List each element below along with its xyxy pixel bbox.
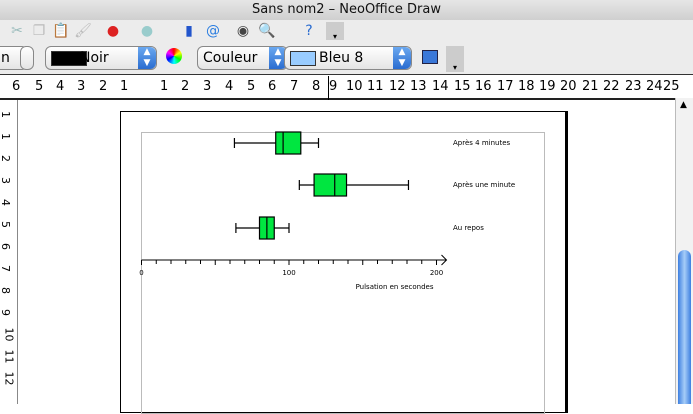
ruler-label: 1 (160, 79, 169, 94)
ruler-label: 2 (99, 79, 108, 94)
paste-icon[interactable]: 📋 (52, 23, 70, 39)
x-axis-arrow (441, 254, 448, 266)
ruler-label: 8 (312, 79, 321, 94)
ruler-label: 11 (367, 79, 384, 94)
area-color-select[interactable]: Bleu 8 ▲ ▼ (284, 46, 412, 70)
scrollbar-thumb[interactable] (678, 250, 691, 404)
ruler-label: 6 (268, 79, 277, 94)
ruler-label: 19 (539, 79, 556, 94)
category-label: Après une minute (453, 181, 515, 189)
chevron-updown-icon: ▲ ▼ (393, 47, 411, 69)
ruler-label: 6 (12, 79, 21, 94)
toolbar-overflow-icon[interactable]: ▾ (446, 46, 464, 72)
redo-icon[interactable]: ● (140, 23, 154, 39)
toolbar-overflow-icon[interactable]: ▾ (326, 22, 344, 41)
chevron-updown-icon: ▲ ▼ (269, 47, 287, 69)
page (120, 111, 568, 413)
ruler-label: 1 (120, 79, 129, 94)
window-title: Sans nom2 – NeoOffice Draw (0, 0, 693, 20)
category-label: Au repos (453, 224, 484, 232)
color-swatch (290, 51, 316, 66)
horizontal-ruler[interactable]: 6 5 4 3 2 1 1 2 3 4 5 6 7 8 9 10 11 12 13 14 15 16 17 18 19 20 21 2… (0, 76, 680, 100)
email-icon[interactable]: @ (206, 23, 220, 39)
line-color-select[interactable]: Noir ▲ ▼ (45, 46, 157, 70)
boxplot-chart: 0 100 200 Pulsation en secondes Après 4 minu… (139, 131, 515, 291)
ruler-label: 20 (560, 79, 577, 94)
line-width-stepper[interactable] (20, 46, 34, 70)
ruler-label: 13 (410, 79, 427, 94)
shadow-icon[interactable] (422, 50, 438, 64)
select-value: Bleu 8 (319, 50, 364, 66)
vertical-ruler[interactable]: 1 1 2 3 4 5 6 7 8 9 10 11 12 (0, 100, 18, 404)
ruler-label: 22 (603, 79, 620, 94)
color-swatch (51, 51, 87, 66)
ruler-label: 9 (329, 79, 338, 94)
ruler-label: 15 (454, 79, 471, 94)
ruler-label: 17 (497, 79, 514, 94)
scroll-up-icon[interactable]: ▲ (680, 100, 687, 110)
copy-icon[interactable]: ❐ (32, 23, 46, 39)
x-axis-label: Pulsation en secondes (356, 283, 434, 291)
ruler-label: 3 (203, 79, 212, 94)
x-tick-label: 200 (430, 269, 443, 277)
ruler-label: 4 (225, 79, 234, 94)
x-tick-label: 100 (282, 269, 295, 277)
x-tick-label: 0 (139, 269, 143, 277)
help-icon[interactable]: ? (305, 23, 313, 39)
field-value: n (1, 50, 10, 66)
format-paintbrush-icon[interactable]: 🖌 (74, 23, 92, 39)
ruler-position-marker (328, 76, 329, 100)
standard-toolbar: ✂ ❐ 📋 🖌 ● ● ▮ @ ◉ 🔍 ? ▾ (0, 20, 693, 42)
ruler-label: 18 (518, 79, 535, 94)
ruler-label: 21 (582, 79, 599, 94)
color-wheel-icon[interactable] (166, 48, 182, 64)
chevron-updown-icon: ▲ ▼ (138, 47, 156, 69)
ruler-label: 12 (389, 79, 406, 94)
ruler-label: 5 (35, 79, 44, 94)
ruler-label: 23 (625, 79, 642, 94)
chart-icon[interactable]: ▮ (185, 23, 193, 39)
ruler-label: 10 (346, 79, 363, 94)
undo-icon[interactable]: ● (106, 23, 120, 39)
ruler-label: 2 (181, 79, 190, 94)
select-value: Couleur (203, 50, 258, 66)
cut-icon[interactable]: ✂ (11, 23, 23, 39)
ruler-label: 16 (475, 79, 492, 94)
ruler-label: 5 (247, 79, 256, 94)
ruler-label: 25 (663, 79, 680, 94)
ruler-label: 14 (432, 79, 449, 94)
navigator-icon[interactable]: ◉ (236, 23, 250, 39)
ruler-label: 3 (77, 79, 86, 94)
category-label: Après 4 minutes (453, 139, 511, 147)
area-style-select[interactable]: Couleur ▲ ▼ (197, 46, 288, 70)
ruler-label: 4 (56, 79, 65, 94)
box (275, 131, 302, 155)
zoom-icon[interactable]: 🔍 (258, 23, 276, 39)
line-and-filling-toolbar: n Noir ▲ ▼ Couleur ▲ ▼ Bleu 8 ▲ ▼ ▾ (0, 42, 693, 75)
select-value: Noir (80, 50, 109, 66)
ruler-label: 24 (646, 79, 663, 94)
box (313, 173, 348, 197)
ruler-label: 7 (290, 79, 299, 94)
